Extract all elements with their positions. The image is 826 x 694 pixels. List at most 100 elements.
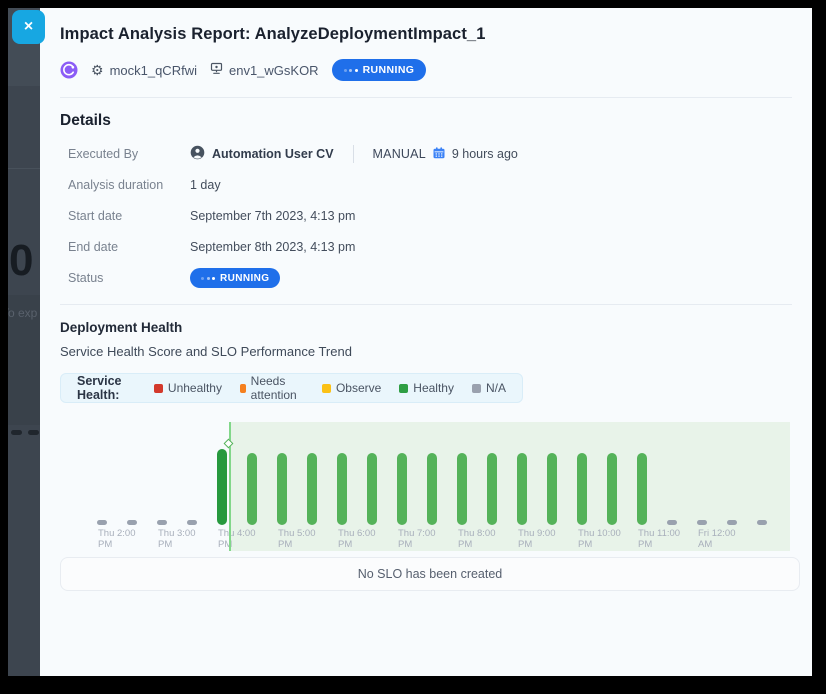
environment-meta: env1_wGsKOR [210,62,319,78]
no-slo-message-box: No SLO has been created [60,557,800,591]
environment-name: env1_wGsKOR [229,63,319,78]
detail-label: End date [68,240,190,254]
executed-time: 9 hours ago [452,147,518,161]
close-button[interactable]: × [12,10,45,44]
detail-label: Start date [68,209,190,223]
legend-item-observe[interactable]: Observe [322,381,381,395]
legend-item-needs-attention[interactable]: Needs attention [240,374,304,402]
legend-item-n-a[interactable]: N/A [472,381,506,395]
header-divider [60,97,792,98]
detail-label: Analysis duration [68,178,190,192]
health-bar-healthy [247,453,257,525]
legend-label: Healthy [413,381,454,395]
detail-label: Status [68,271,190,285]
x-axis-tick-label: Thu 6:00PM [338,528,390,550]
status-badge-label: RUNNING [220,273,269,284]
legend-label: Unhealthy [168,381,222,395]
detail-row-end-date: End date September 8th 2023, 4:13 pm [68,237,792,257]
legend-swatch-icon [154,384,163,393]
health-bar-na [697,520,707,525]
health-bar-healthy [607,453,617,525]
detail-row-executed-by: Executed By Automation User CV MANUAL [68,144,792,164]
x-axis-tick-label: Thu 11:00PM [638,528,690,550]
detail-row-start-date: Start date September 7th 2023, 4:13 pm [68,206,792,226]
service-health-legend: Service Health: Unhealthy Needs attention… [60,373,523,403]
impact-analysis-modal: Impact Analysis Report: AnalyzeDeploymen… [40,8,812,676]
running-dots-icon [201,277,215,280]
legend-label: Observe [336,381,381,395]
legend-item-healthy[interactable]: Healthy [399,381,454,395]
x-axis-tick-label: Fri 12:00AM [698,528,750,550]
value-separator [353,145,354,163]
health-bar-healthy [397,453,407,525]
close-icon: × [24,18,33,35]
legend-title: Service Health: [77,374,136,402]
running-dots-icon [344,69,358,72]
end-date-value: September 8th 2023, 4:13 pm [190,240,355,254]
health-bar-healthy [547,453,557,525]
backdrop-bar [11,430,22,435]
status-badge: RUNNING [332,59,427,81]
deployment-health-subtitle: Service Health Score and SLO Performance… [60,344,792,359]
trigger-mode: MANUAL [373,147,426,161]
x-axis-tick-label: Thu 2:00PM [98,528,150,550]
gear-icon: ⚙ [91,63,104,77]
user-avatar-icon [190,145,205,163]
deployment-health-heading: Deployment Health [60,320,792,335]
legend-label: N/A [486,381,506,395]
service-logo-icon [60,61,78,79]
legend-swatch-icon [472,384,481,393]
x-axis-tick-label: Thu 9:00PM [518,528,570,550]
detail-label: Executed By [68,147,190,161]
health-bar-healthy [457,453,467,525]
health-bar-healthy [337,453,347,525]
health-bar-healthy [637,453,647,525]
legend-label: Needs attention [251,374,304,402]
start-date-value: September 7th 2023, 4:13 pm [190,209,355,223]
health-bar-healthy [307,453,317,525]
health-bar-healthy [427,453,437,525]
x-axis-tick-label: Thu 8:00PM [458,528,510,550]
dimmed-backdrop: 0 To exp × Impact Analysis Report: Analy… [8,8,812,676]
health-bar-na [757,520,767,525]
section-divider [60,304,792,305]
legend-swatch-icon [240,384,246,393]
details-list: Executed By Automation User CV MANUAL [68,144,792,288]
health-bar-na [97,520,107,525]
x-axis-tick-label: Thu 7:00PM [398,528,450,550]
backdrop-bar [28,430,39,435]
status-badge: RUNNING [190,268,280,288]
health-bar-healthy [517,453,527,525]
health-bar-healthy-dark [217,449,227,525]
health-bar-healthy [277,453,287,525]
health-bar-healthy [487,453,497,525]
legend-swatch-icon [399,384,408,393]
service-health-chart: Thu 2:00PM Thu 3:00PM Thu 4:00PM Thu 5:00PM… [60,411,800,551]
health-bar-na [157,520,167,525]
x-axis-tick-label: Thu 5:00PM [278,528,330,550]
report-meta-row: ⚙ mock1_qCRfwi env1_wGsKOR RUNNING [60,59,792,81]
service-meta: ⚙ mock1_qCRfwi [91,63,197,78]
x-axis-tick-label: Thu 10:00PM [578,528,630,550]
details-heading: Details [60,112,792,130]
health-bar-healthy [577,453,587,525]
x-axis-tick-label: Thu 4:00PM [218,528,270,550]
no-slo-message: No SLO has been created [358,567,503,581]
health-bar-na [667,520,677,525]
service-name: mock1_qCRfwi [110,63,197,78]
detail-row-status: Status RUNNING [68,268,792,288]
backdrop-divider [8,168,40,169]
status-badge-label: RUNNING [363,64,415,76]
detail-row-duration: Analysis duration 1 day [68,175,792,195]
environment-icon [210,62,223,78]
health-bar-na [127,520,137,525]
health-bar-na [727,520,737,525]
x-axis-tick-label: Thu 3:00PM [158,528,210,550]
calendar-icon [433,147,445,162]
duration-value: 1 day [190,178,221,192]
executed-by-user: Automation User CV [212,147,334,161]
legend-item-unhealthy[interactable]: Unhealthy [154,381,222,395]
health-bar-healthy [367,453,377,525]
health-bar-na [187,520,197,525]
legend-swatch-icon [322,384,331,393]
